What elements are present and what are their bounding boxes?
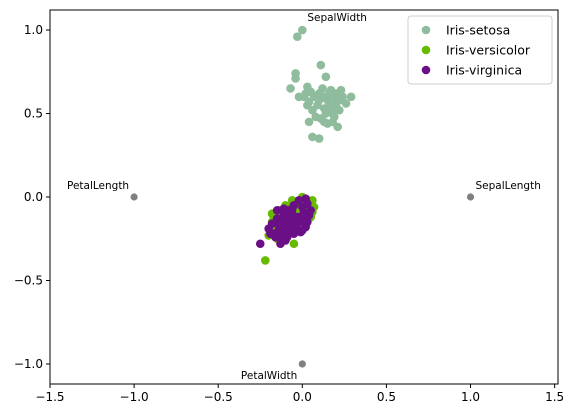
data-point [279,204,289,213]
data-point [304,117,314,127]
data-point [331,95,341,105]
data-point [328,117,337,127]
anchor-label: PetalLength [67,180,129,192]
data-point [282,232,292,242]
data-point [318,84,327,93]
data-point [301,194,310,203]
legend-marker [421,65,431,75]
data-point [294,92,304,102]
x-tick-label: −1.0 [120,390,149,404]
data-point [321,72,331,82]
data-point [298,217,307,227]
data-point [331,89,341,98]
legend-label: Iris-setosa [446,23,510,38]
legend-marker [421,45,431,55]
data-point [272,206,282,215]
anchor-label: SepalWidth [307,12,367,24]
data-point [255,239,265,249]
x-tick-label: −0.5 [204,390,233,404]
x-tick-label: 1.0 [461,390,480,404]
anchor-point [130,193,138,201]
x-tick-label: 1.5 [545,390,564,404]
legend-label: Iris-virginica [446,63,522,78]
legend: Iris-setosa Iris-versicolor Iris-virginica [407,15,553,85]
y-tick-label: 0.5 [24,107,43,121]
anchor-label: PetalWidth [241,370,297,382]
data-point [341,99,351,108]
data-point [303,100,312,110]
data-point [286,219,295,229]
data-point [286,84,295,93]
data-point [335,105,344,115]
data-point [319,117,329,127]
data-point [324,100,334,110]
data-point [338,92,347,102]
data-point [284,226,294,235]
data-point [306,206,316,215]
x-tick-label: −1.5 [35,390,64,404]
anchor-label: SepalLength [476,180,541,192]
data-point [328,109,337,118]
data-point [287,204,297,213]
series-iris-setosa [286,25,356,143]
y-tick-label: −1.0 [14,357,43,371]
data-point [299,207,309,217]
data-point [289,239,299,249]
scatter-series [255,25,356,265]
data-point [292,32,302,42]
data-point [261,256,270,265]
x-tick-label: 0.0 [293,390,312,404]
anchor-point [298,360,306,368]
data-point [346,92,356,102]
y-tick-label: −0.5 [14,273,43,287]
legend-box [407,15,553,85]
x-tick-label: 0.5 [377,390,396,404]
data-point [316,60,326,70]
legend-label: Iris-versicolor [446,43,531,58]
data-point [266,229,275,239]
y-tick-label: 0.0 [24,190,43,204]
data-point [308,132,317,142]
anchor-points: SepalLength SepalWidth PetalLength PetalWid… [67,12,541,382]
anchor-point [466,193,475,201]
y-tick-label: 1.0 [24,23,43,37]
data-point [314,95,324,105]
x-axis: −1.5 −1.0 −0.5 0.0 0.5 1.0 1.5 [35,384,564,404]
legend-marker [421,25,431,35]
data-point [314,134,324,143]
data-point [274,221,284,230]
data-point [298,25,307,35]
data-point [276,232,285,242]
y-axis: −1.0 −0.5 0.0 0.5 1.0 [14,23,50,371]
data-point [321,92,331,102]
series-iris-virginica [255,194,316,249]
data-point [291,74,300,83]
data-point [301,89,310,98]
